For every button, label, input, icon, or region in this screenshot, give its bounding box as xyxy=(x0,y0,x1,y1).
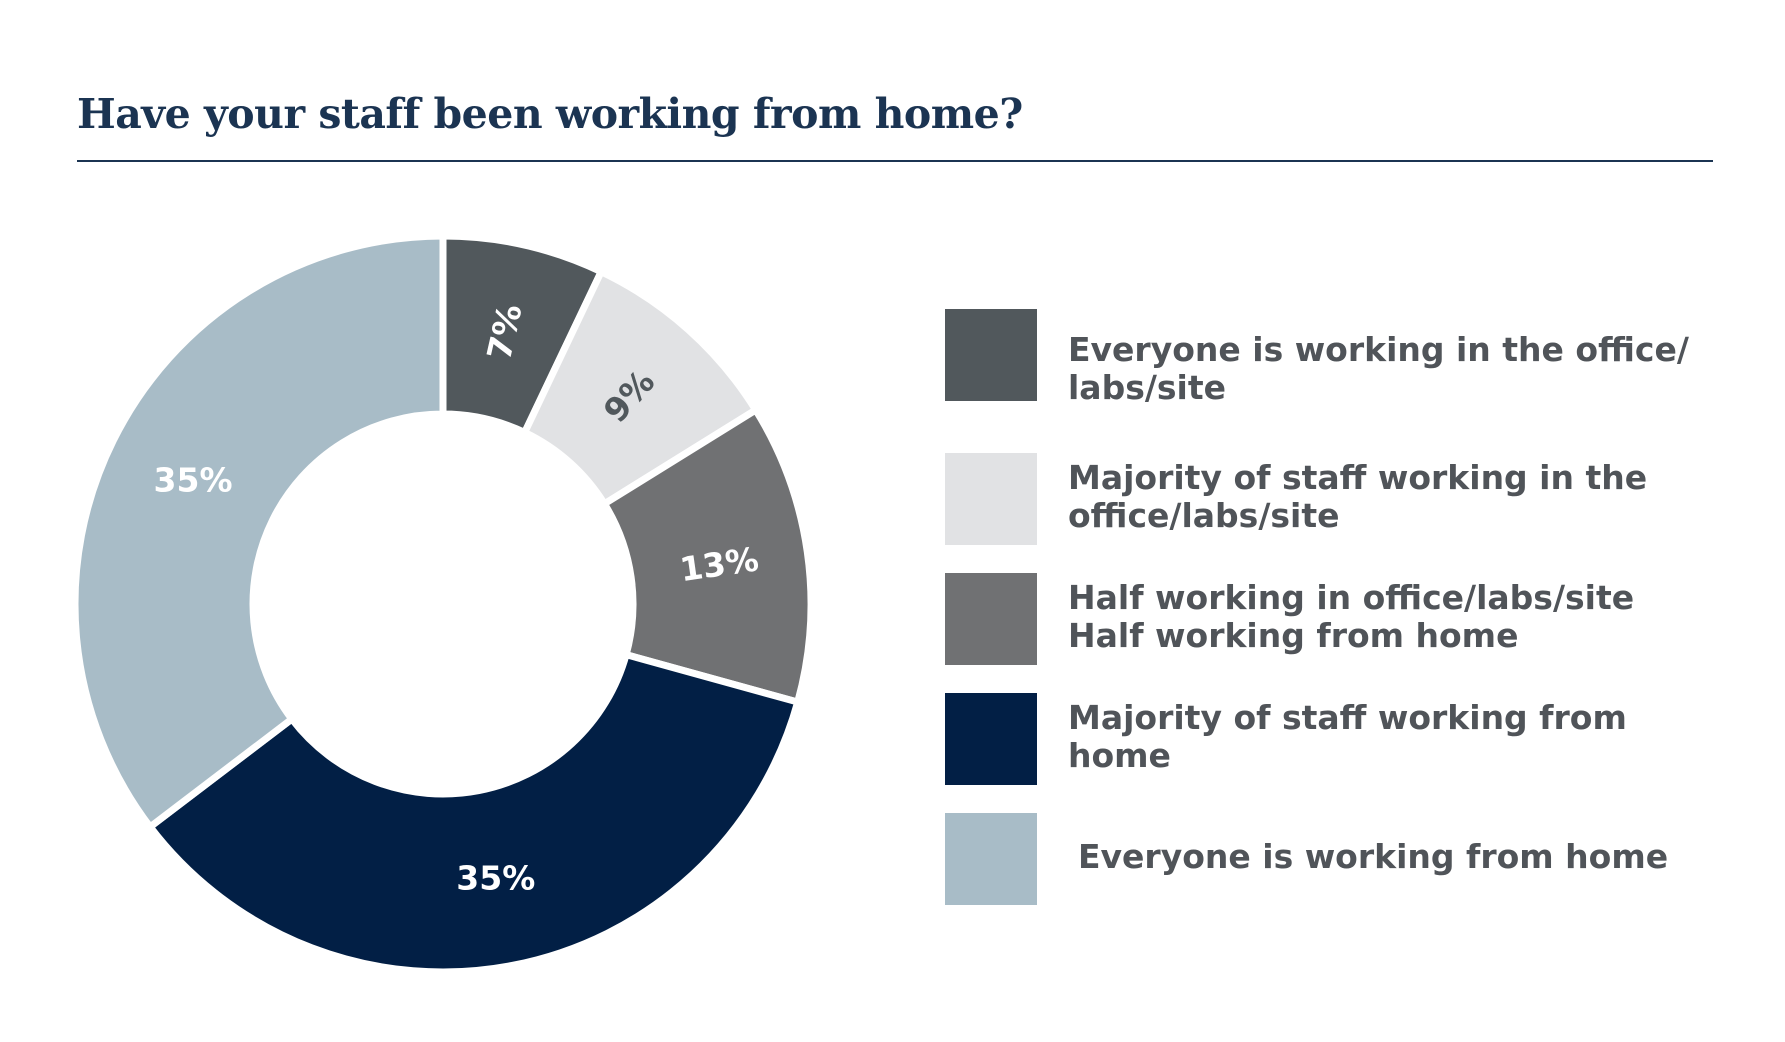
legend-swatch xyxy=(945,573,1037,665)
legend-swatch xyxy=(945,453,1037,545)
legend-label: Majority of staff working from home xyxy=(1068,698,1627,775)
legend-item: Everyone is working in the office/ labs/… xyxy=(945,309,1745,407)
legend-item: Half working in office/labs/site Half wo… xyxy=(945,573,1745,665)
donut-slice xyxy=(599,405,815,707)
legend-item: Everyone is working from home xyxy=(945,813,1745,905)
legend-swatch xyxy=(945,309,1037,401)
legend-label: Everyone is working from home xyxy=(1078,837,1669,876)
donut-slice xyxy=(145,650,803,976)
legend-item: Majority of staff working from home xyxy=(945,693,1745,785)
legend-item: Majority of staff working in the office/… xyxy=(945,453,1745,545)
legend-label: Everyone is working in the office/ labs/… xyxy=(1068,330,1689,407)
legend-swatch xyxy=(945,813,1037,905)
legend-label: Half working in office/labs/site Half wo… xyxy=(1068,578,1635,655)
donut-chart: 7%9%13%35%35% xyxy=(71,232,815,976)
legend-label: Majority of staff working in the office/… xyxy=(1068,458,1648,535)
legend-swatch xyxy=(945,693,1037,785)
donut-slice xyxy=(71,232,447,832)
chart-title: Have your staff been working from home? xyxy=(77,90,1023,138)
slice-value-label: 35% xyxy=(456,858,535,897)
slice-value-label: 35% xyxy=(154,461,233,500)
title-divider xyxy=(77,160,1713,162)
